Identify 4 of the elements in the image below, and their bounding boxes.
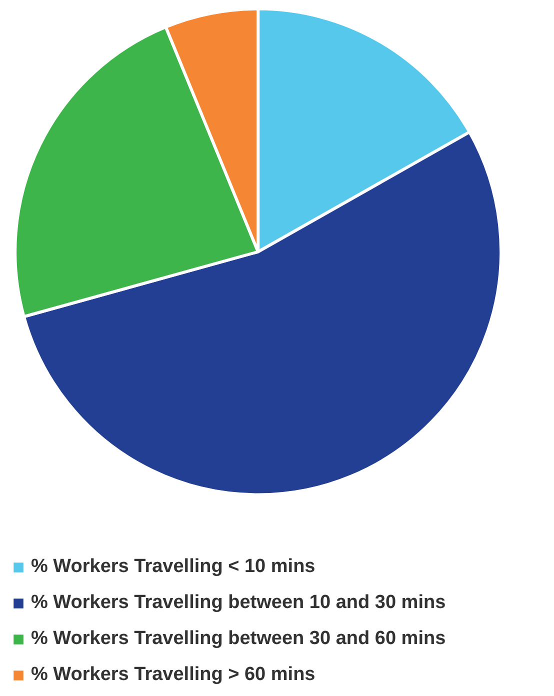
legend-label: % Workers Travelling between 10 and 30 mins (31, 592, 446, 614)
legend-label: % Workers Travelling < 10 mins (31, 556, 316, 578)
legend-label: % Workers Travelling between 30 and 60 mins (31, 628, 446, 650)
legend-label: % Workers Travelling > 60 mins (31, 664, 316, 686)
